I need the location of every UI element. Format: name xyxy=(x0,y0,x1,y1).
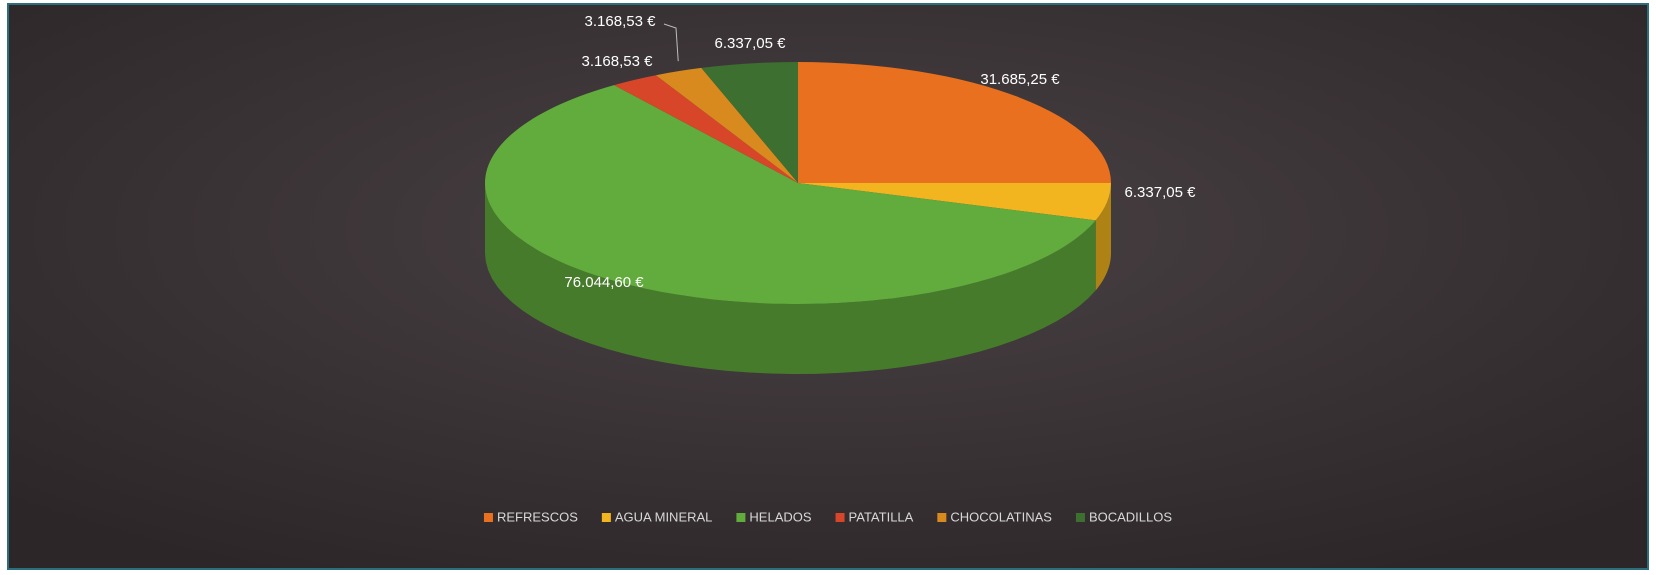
data-label: 3.168,53 € xyxy=(582,53,654,70)
legend: REFRESCOS AGUA MINERAL HELADOS PATATILLA CHO… xyxy=(483,509,1172,524)
pie-slice xyxy=(701,62,798,183)
data-label: 6.337,05 € xyxy=(1125,184,1197,201)
legend-label: AGUA MINERAL xyxy=(615,509,713,524)
pie-slice-side xyxy=(485,183,1096,374)
legend-label: CHOCOLATINAS xyxy=(950,509,1052,524)
data-label: 3.168,53 € xyxy=(585,13,657,30)
pie xyxy=(484,62,1111,374)
legend-label: PATATILLA xyxy=(849,509,914,524)
data-label: 76.044,60 € xyxy=(564,274,644,291)
legend-swatch xyxy=(736,513,746,522)
legend-label: REFRESCOS xyxy=(497,509,578,524)
legend-swatch xyxy=(1075,513,1085,522)
legend-swatch xyxy=(835,513,845,522)
legend-label: HELADOS xyxy=(749,509,811,524)
data-label: 31.685,25 € xyxy=(980,71,1060,88)
legend-swatch xyxy=(937,513,947,522)
legend-swatch xyxy=(483,513,493,522)
legend-swatch xyxy=(601,513,611,522)
pie-slice xyxy=(655,67,798,183)
pie-slice xyxy=(798,62,1111,183)
pie-slice xyxy=(614,75,798,183)
pie-slice xyxy=(484,85,1096,305)
pie-slice-side xyxy=(1095,183,1111,291)
data-label: 6.337,05 € xyxy=(715,35,787,52)
leader-line xyxy=(663,23,679,62)
legend-label: BOCADILLOS xyxy=(1089,509,1172,524)
pie-slice xyxy=(798,182,1111,221)
data-labels: 31.685,25 € 6.337,05 € 76.044,60 € 3.168,53… xyxy=(564,13,1196,291)
